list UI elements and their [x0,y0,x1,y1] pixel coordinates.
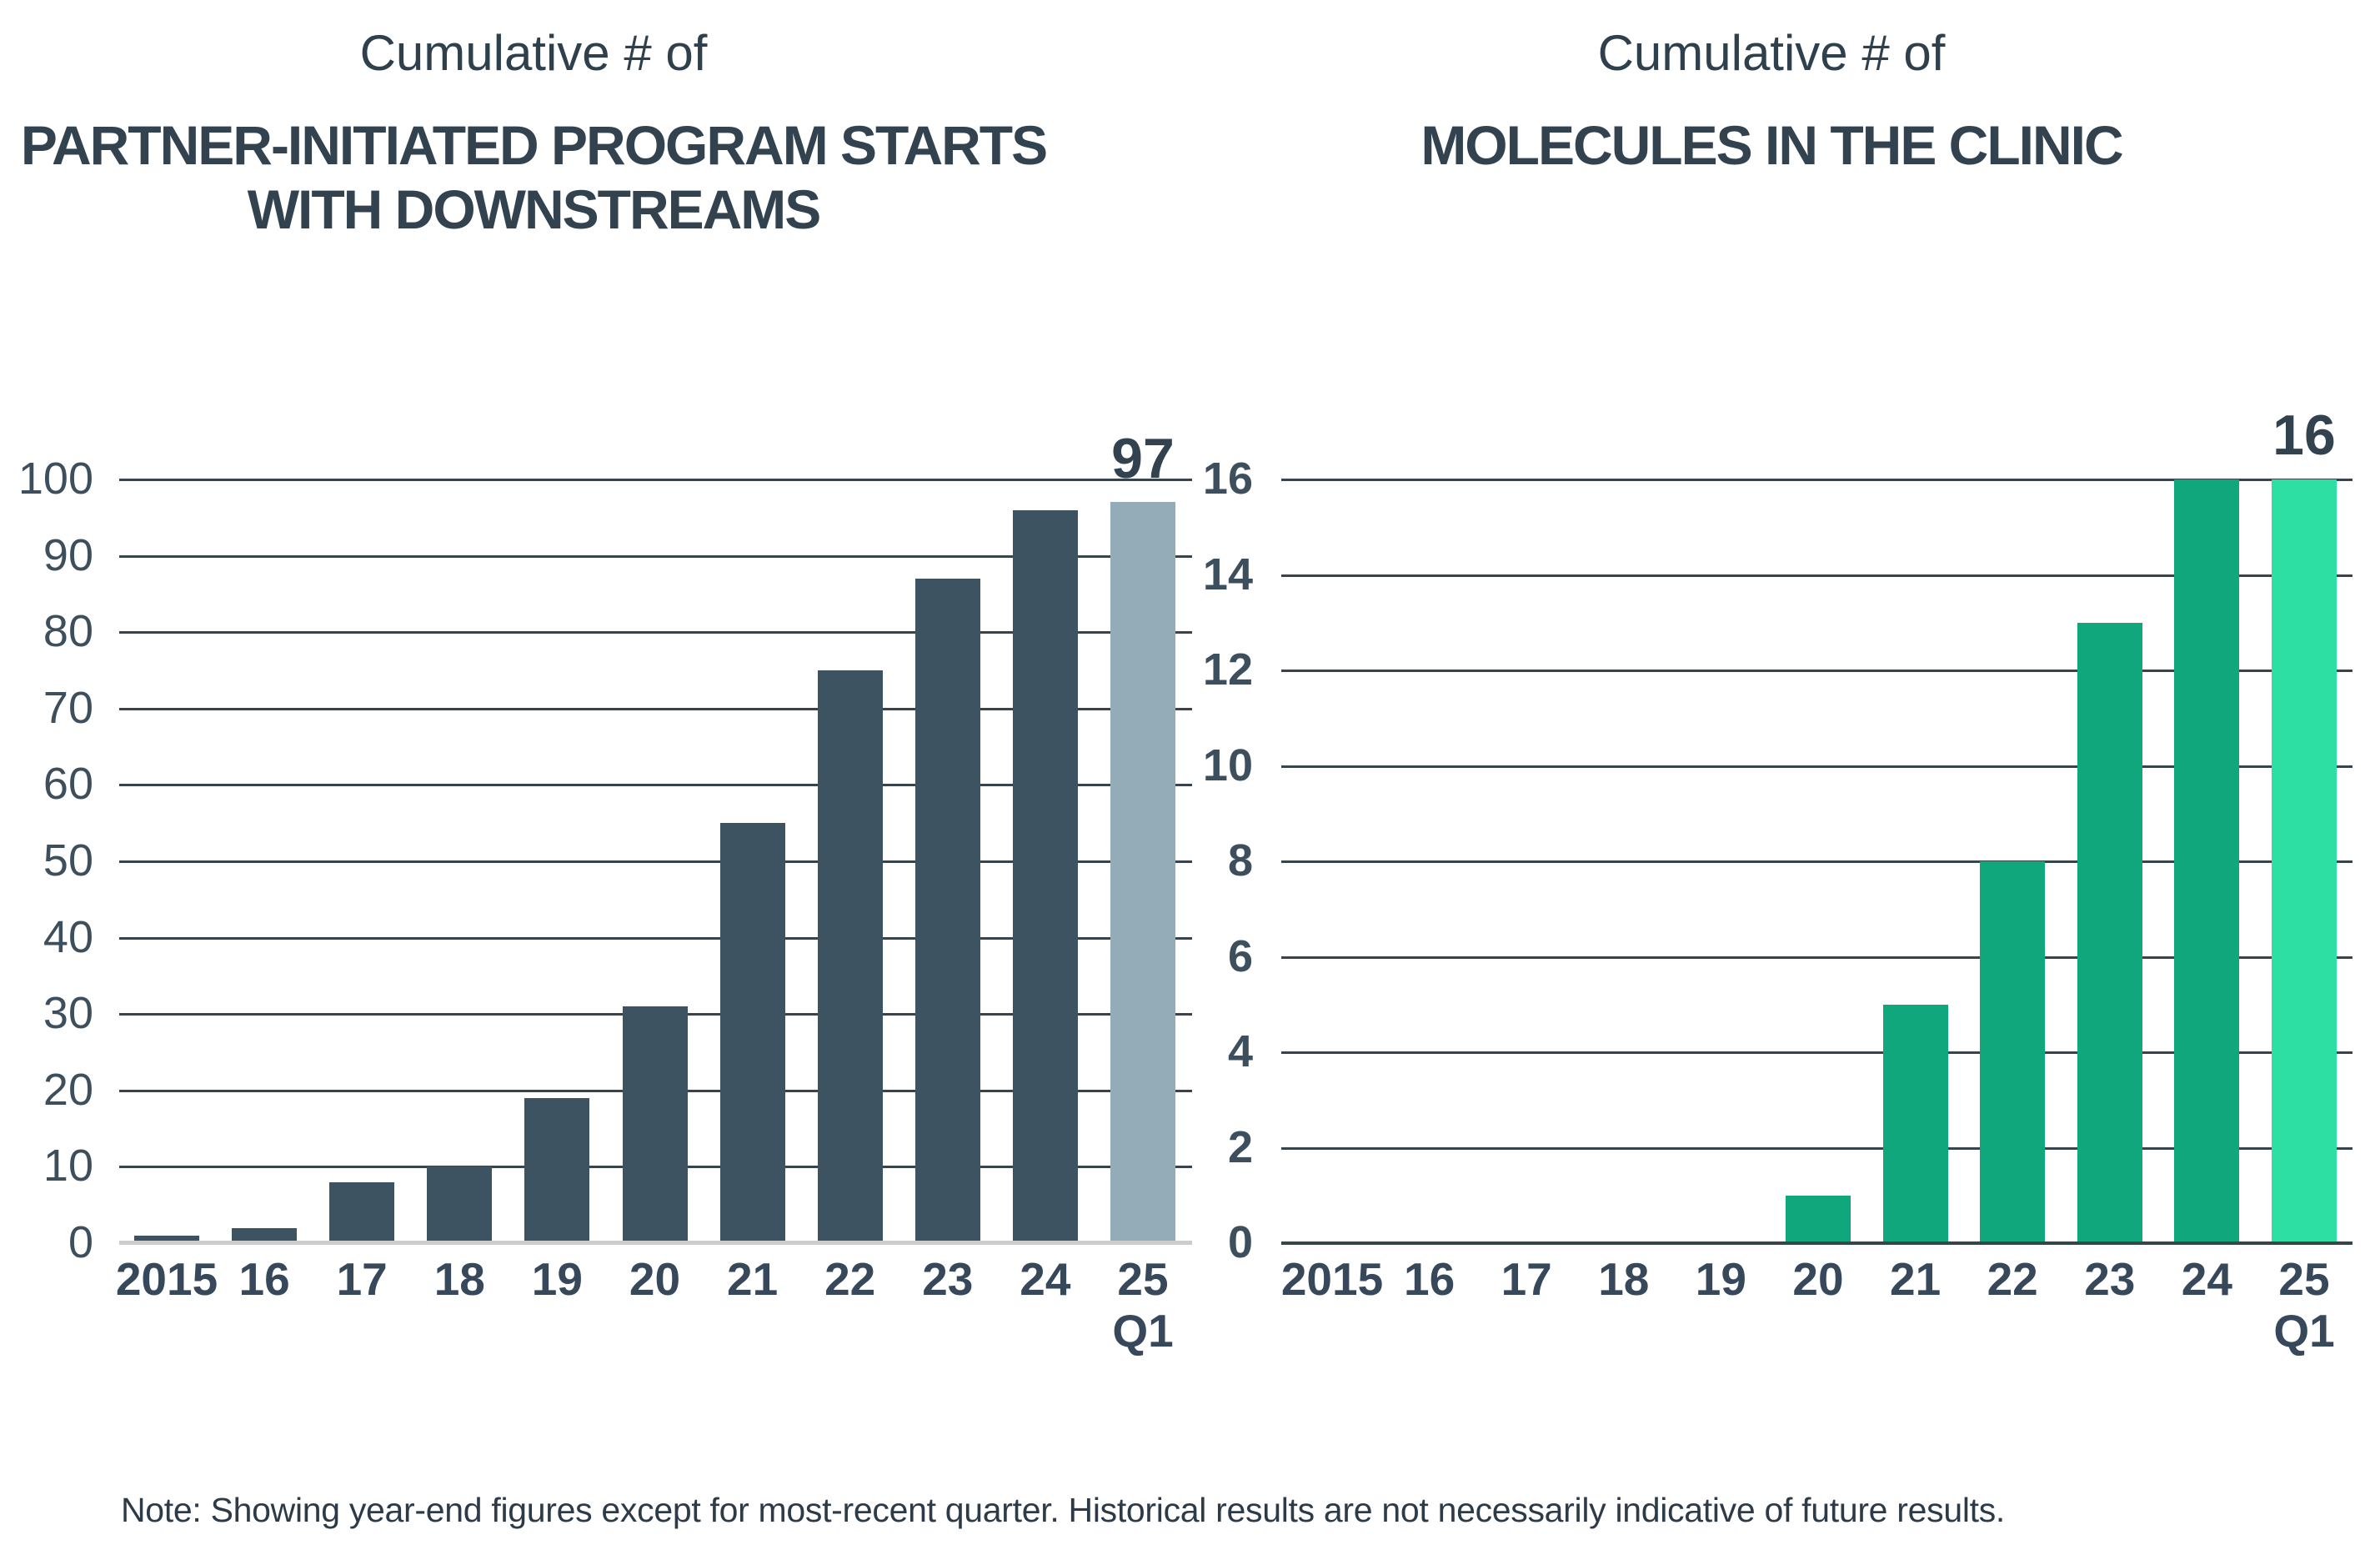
x-axis-label-16: 16 [238,1253,290,1305]
gridline-100 [119,479,1192,481]
bar-16 [232,1227,298,1243]
gridline-40 [119,936,1192,940]
gridline-60 [119,784,1192,787]
gridline-70 [119,707,1192,710]
x-axis-label-24: 24 [2181,1253,2232,1305]
bar-22 [1980,861,2046,1243]
chart1-title-line1: PARTNER-INITIATED PROGRAM STARTS [20,114,1048,176]
x-axis-label-23: 23 [2084,1253,2136,1305]
x-axis-label-18: 18 [1598,1253,1650,1305]
y-axis-label-10: 10 [43,1141,93,1191]
bar-20 [622,1006,688,1243]
last-bar-value-label: 16 [2272,404,2336,467]
gridline-50 [119,860,1192,863]
x-axis-label-22: 22 [1987,1253,2038,1305]
x-axis-label-20: 20 [629,1253,681,1305]
x-axis-label-19: 19 [531,1253,583,1305]
x-axis-label-21: 21 [1890,1253,1942,1305]
bar-22 [817,670,883,1243]
y-axis-label-14: 14 [1202,549,1253,599]
x-axis-label-2015: 2015 [1280,1253,1384,1305]
chart1-title-prefix: Cumulative # of [359,25,708,81]
gridline-8 [1281,860,2352,863]
y-axis-label-6: 6 [1227,930,1253,981]
chart2-title: MOLECULES IN THE CLINIC [1105,113,2380,178]
y-axis-label-16: 16 [1202,454,1253,504]
y-axis-label-50: 50 [43,835,93,885]
chart1-title: PARTNER-INITIATED PROGRAM STARTS WITH DO… [0,113,1200,242]
gridline-90 [119,554,1192,558]
chart2-title-prefix: Cumulative # of [1597,25,1946,81]
x-axis-label-q1: Q1 [2273,1305,2335,1357]
gridline-80 [119,631,1192,635]
gridline-16 [1281,479,2352,481]
y-axis-label-80: 80 [43,606,93,657]
x-axis-label-22: 22 [824,1253,876,1305]
x-axis-label-17: 17 [336,1253,388,1305]
gridline-4 [1281,1051,2352,1054]
bar-24 [2174,479,2240,1243]
y-axis-label-0: 0 [1227,1217,1253,1267]
y-axis-label-8: 8 [1227,835,1253,885]
y-axis-label-100: 100 [18,454,93,504]
bar-17 [329,1181,395,1243]
gridline-12 [1281,670,2352,672]
x-axis-baseline [119,1241,1192,1245]
y-axis-label-30: 30 [43,988,93,1039]
x-axis-label-18: 18 [433,1253,485,1305]
x-axis-label-16: 16 [1404,1253,1456,1305]
x-axis-label-21: 21 [727,1253,779,1305]
x-axis-label-24: 24 [1020,1253,1071,1305]
bar-21 [1882,1004,1948,1243]
x-axis-label-20: 20 [1792,1253,1844,1305]
y-axis-label-0: 0 [68,1217,93,1267]
bar-20 [1786,1195,1851,1243]
x-axis-label-23: 23 [922,1253,974,1305]
bar-19 [524,1097,590,1243]
y-axis-label-60: 60 [43,759,93,810]
gridline-14 [1281,574,2352,577]
bar-24 [1012,509,1078,1243]
y-axis-label-90: 90 [43,529,93,580]
x-axis-label-25: 25 [1117,1253,1169,1305]
x-axis-baseline [1281,1241,2352,1245]
x-axis-label-2015: 2015 [115,1253,218,1305]
x-axis-label-19: 19 [1695,1253,1746,1305]
y-axis-label-20: 20 [43,1064,93,1115]
bar-highlight-25 Q1 [1110,502,1175,1243]
y-axis-label-2: 2 [1227,1121,1253,1172]
y-axis-label-40: 40 [43,911,93,962]
gridline-2 [1281,1146,2352,1150]
chart2-title-line1: MOLECULES IN THE CLINIC [1420,114,2123,176]
bar-2015 [134,1235,199,1243]
x-axis-label-25: 25 [2278,1253,2330,1305]
bar-18 [427,1166,493,1243]
y-axis-label-10: 10 [1202,740,1253,790]
bar-21 [719,823,785,1243]
gridline-6 [1281,956,2352,959]
y-axis-label-4: 4 [1227,1026,1253,1076]
y-axis-label-12: 12 [1202,645,1253,695]
bar-23 [2077,622,2142,1243]
x-axis-label-q1: Q1 [1112,1305,1174,1357]
x-axis-label-17: 17 [1501,1253,1552,1305]
bar-highlight-25 Q1 [2272,479,2337,1243]
bar-23 [914,579,980,1243]
gridline-10 [1281,765,2352,768]
last-bar-value-label: 97 [1111,427,1175,490]
y-axis-label-70: 70 [43,682,93,733]
footnote: Note: Showing year-end figures except fo… [121,1491,2006,1529]
chart1-title-line2: WITH DOWNSTREAMS [247,178,822,240]
